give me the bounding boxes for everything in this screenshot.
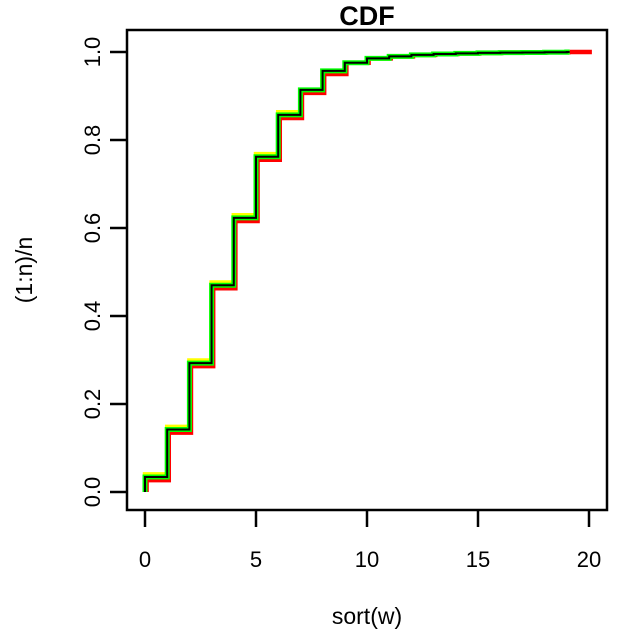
x-axis-label: sort(w) <box>332 603 402 629</box>
y-tick-label: 1.0 <box>80 37 105 68</box>
chart-title: CDF <box>339 1 395 31</box>
x-tick-label: 5 <box>250 547 262 572</box>
axis-ticks: 0 5 10 15 20 0.0 0.2 0.4 0.6 0.8 1.0 <box>80 37 601 572</box>
y-tick-label: 0.4 <box>80 301 105 332</box>
x-tick-label: 0 <box>139 547 151 572</box>
y-axis-label: (1:n)/n <box>11 237 37 303</box>
series-green-cdf-curve <box>142 49 570 492</box>
x-tick-label: 10 <box>355 547 379 572</box>
cdf-curves <box>142 49 592 492</box>
x-tick-label: 20 <box>577 547 601 572</box>
series-red-cdf-curve <box>144 49 592 492</box>
y-tick-label: 0.8 <box>80 125 105 156</box>
y-tick-label: 0.0 <box>80 477 105 508</box>
plot-frame <box>125 28 609 512</box>
series-black-cdf-curve <box>144 51 570 492</box>
series-yellow-cdf-curve <box>142 49 570 492</box>
y-tick-label: 0.2 <box>80 389 105 420</box>
x-tick-label: 15 <box>466 547 490 572</box>
y-tick-label: 0.6 <box>80 213 105 244</box>
